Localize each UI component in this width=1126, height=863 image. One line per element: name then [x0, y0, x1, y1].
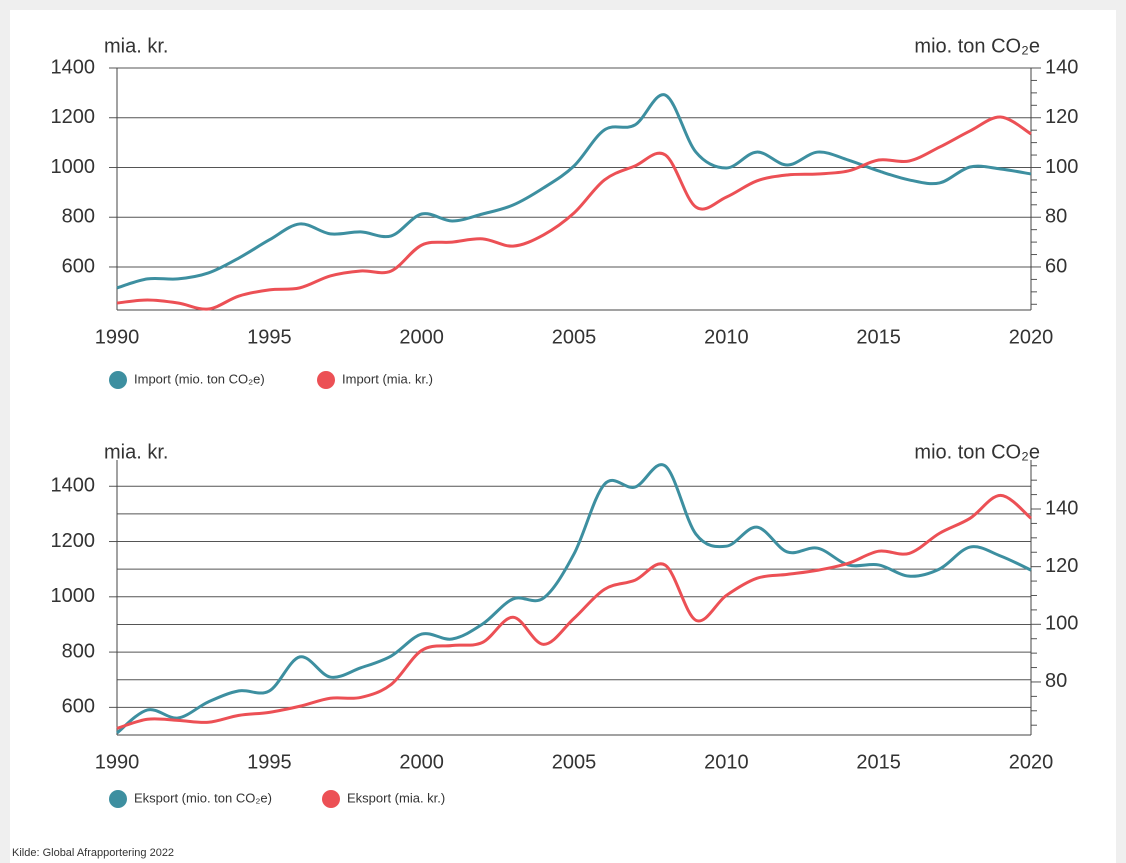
x-tick-label: 2005	[552, 751, 597, 773]
y-tick-label: 800	[62, 206, 95, 228]
y2-tick-label: 100	[1045, 613, 1078, 635]
y-tick-label: 800	[62, 640, 95, 662]
line	[116, 93, 1032, 290]
y2-tick-label: 140	[1045, 56, 1078, 78]
legend-label: Import (mio. ton CO₂e)	[134, 371, 265, 386]
y2-tick-label: 80	[1045, 670, 1067, 692]
y2-tick-label: 140	[1045, 497, 1078, 519]
line	[116, 115, 1032, 311]
y2-tick-label: 120	[1045, 106, 1078, 128]
x-tick-label: 2015	[856, 751, 901, 773]
y-tick-label: 1000	[51, 156, 96, 178]
legend-swatch	[322, 790, 340, 808]
y-tick-label: 1000	[51, 585, 96, 607]
legend-label: Import (mia. kr.)	[342, 371, 433, 386]
x-tick-label: 2020	[1009, 751, 1054, 773]
x-tick-label: 1995	[247, 751, 292, 773]
x-tick-label: 1995	[247, 326, 292, 348]
y-tick-label: 1200	[51, 530, 96, 552]
legend-label: Eksport (mio. ton CO₂e)	[134, 790, 272, 805]
legend-swatch	[109, 790, 127, 808]
x-tick-label: 2000	[399, 326, 444, 348]
legend-swatch	[109, 371, 127, 389]
legend-swatch	[317, 371, 335, 389]
x-tick-label: 2000	[399, 751, 444, 773]
x-tick-label: 2010	[704, 326, 749, 348]
y-tick-label: 1200	[51, 106, 96, 128]
line	[116, 463, 1032, 735]
y-axis-label: mia. kr.	[104, 35, 168, 57]
x-tick-label: 2010	[704, 751, 749, 773]
line	[116, 493, 1032, 730]
y-tick-label: 1400	[51, 56, 96, 78]
x-tick-label: 1990	[95, 326, 140, 348]
y-axis-label: mia. kr.	[104, 441, 168, 463]
y2-tick-label: 60	[1045, 255, 1067, 277]
y2-axis-label: mio. ton CO₂e	[914, 35, 1040, 57]
y2-tick-label: 100	[1045, 156, 1078, 178]
y-tick-label: 600	[62, 696, 95, 718]
y2-tick-label: 120	[1045, 555, 1078, 577]
x-tick-label: 2020	[1009, 326, 1054, 348]
y2-tick-label: 80	[1045, 206, 1067, 228]
legend-label: Eksport (mia. kr.)	[347, 790, 445, 805]
y-tick-label: 1400	[51, 475, 96, 497]
x-tick-label: 2005	[552, 326, 597, 348]
y-tick-label: 600	[62, 255, 95, 277]
y2-axis-label: mio. ton CO₂e	[914, 441, 1040, 463]
x-tick-label: 1990	[95, 751, 140, 773]
x-tick-label: 2015	[856, 326, 901, 348]
source: Kilde: Global Afrapportering 2022	[12, 847, 174, 859]
